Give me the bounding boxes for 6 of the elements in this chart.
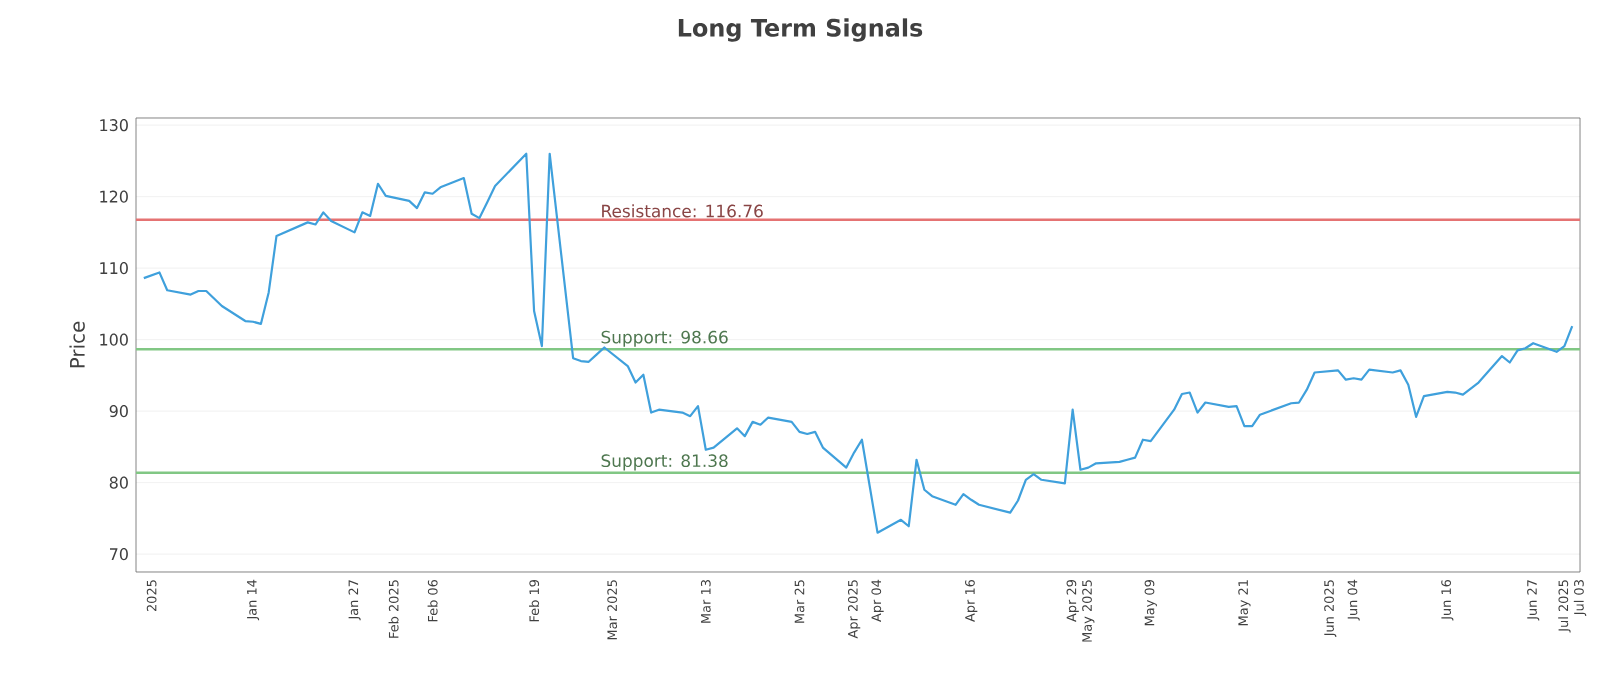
chart-title: Long Term Signals: [678, 18, 923, 42]
ref-line-label: Support: 98.66: [601, 330, 728, 347]
ref-line-label: Resistance: 116.76: [602, 204, 763, 218]
y-axis-title: Price: [69, 321, 85, 368]
line-series: [142, 152, 1574, 534]
ref-line-label: Support: 81.38: [601, 454, 728, 471]
